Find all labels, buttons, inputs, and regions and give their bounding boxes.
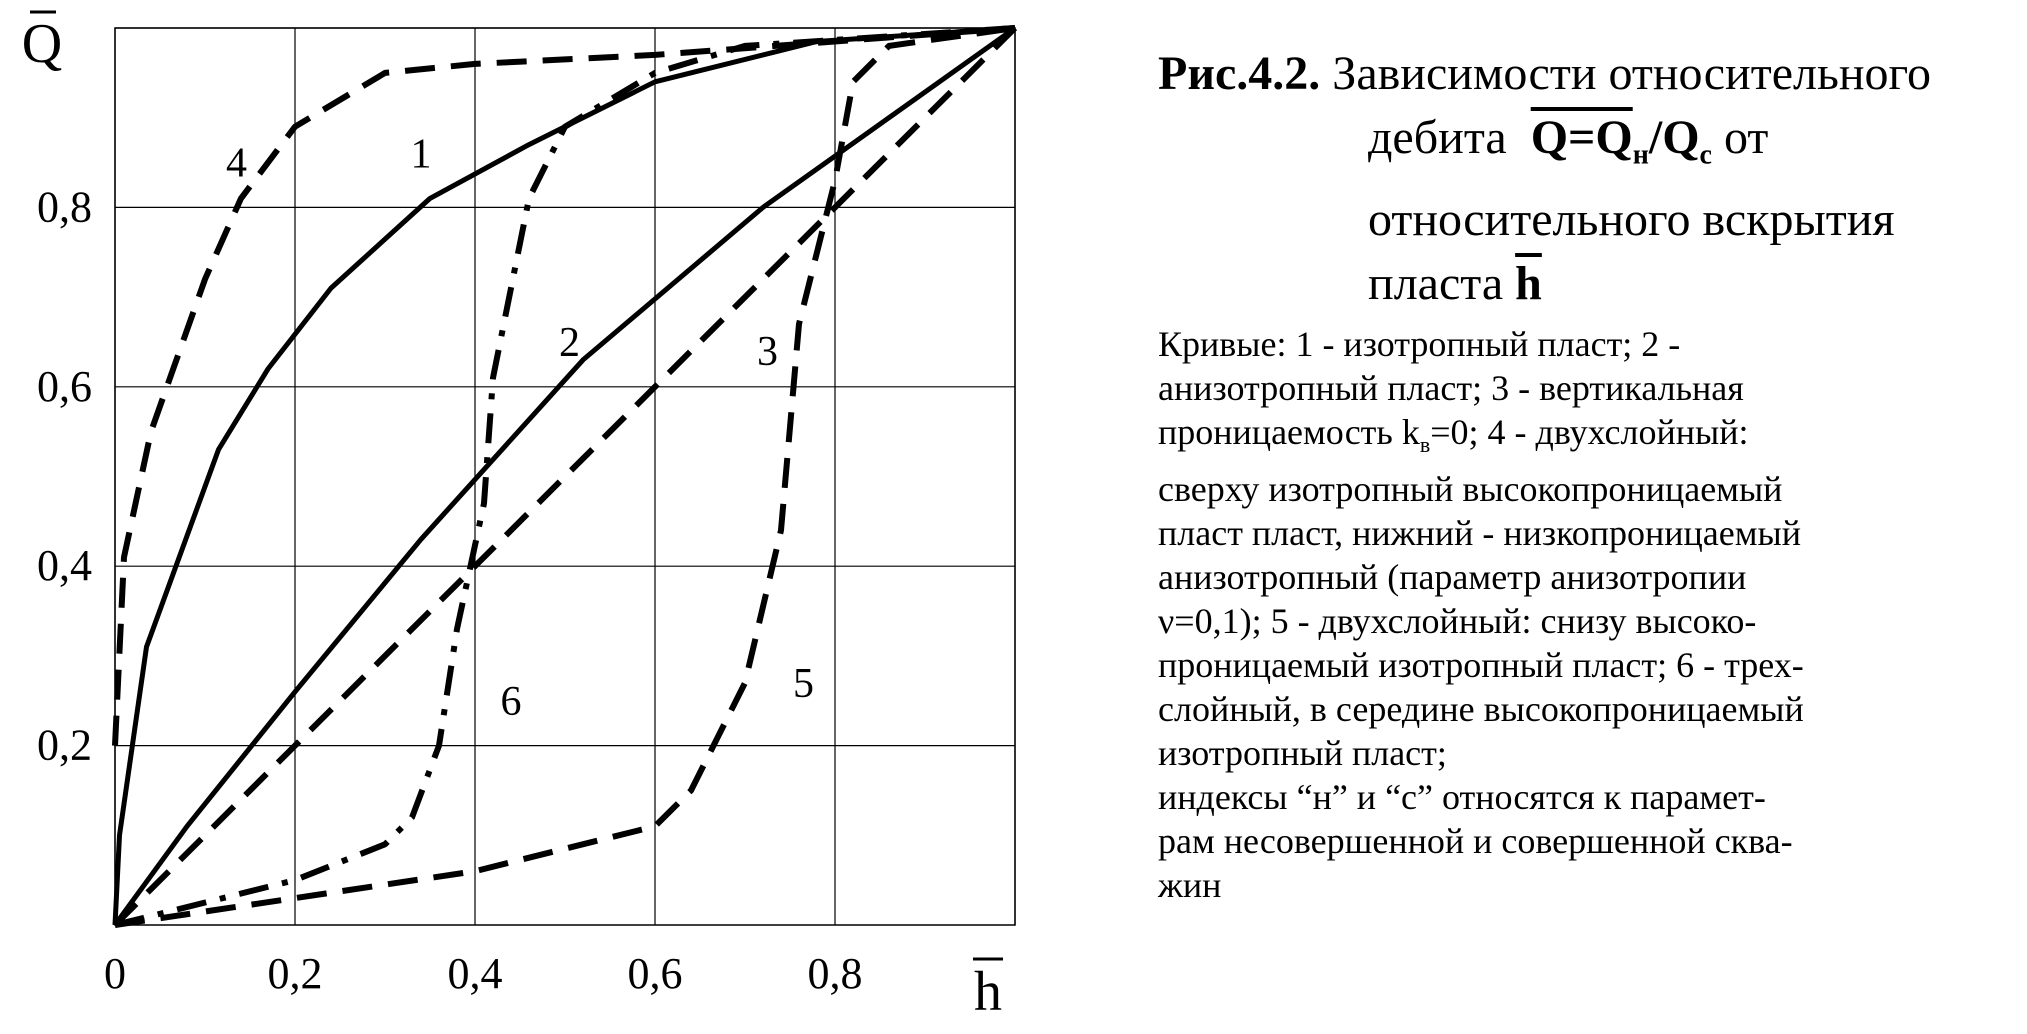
y-tick-label-0: 0,2 xyxy=(37,721,92,770)
y-tick-label-1: 0,4 xyxy=(37,541,92,590)
curve-1 xyxy=(112,25,1016,926)
caption-body-line-12: рам несовершенной и совершенной сква- xyxy=(1158,820,1793,861)
caption-body-line-1: Кривые: 1 - изотропный пласт; 2 - xyxy=(1158,323,1681,364)
curve-6 xyxy=(114,25,1016,928)
caption-body-line-10: изотропный пласт; xyxy=(1158,732,1447,773)
caption-body-line-8: проницаемый изотропный пласт; 6 - трех- xyxy=(1158,644,1804,685)
caption-title-text-2a: дебита xyxy=(1368,111,1507,164)
tick-labels: 0 0,2 0,4 0,6 0,8 0,2 0,4 0,6 0,8 xyxy=(37,182,863,998)
x-tick-label-1: 0,2 xyxy=(268,949,323,998)
x-tick-label-4: 0,8 xyxy=(808,949,863,998)
curve-label-2: 2 xyxy=(559,320,580,366)
caption-body-line-9: слойный, в середине высокопроницаемый xyxy=(1158,688,1804,729)
caption-body-line-3: проницаемость kв=0; 4 - двухслойный: xyxy=(1158,411,1749,457)
caption-title-line-4: пласта h xyxy=(1158,252,2018,316)
axis-titles: Q h xyxy=(22,10,1003,1023)
caption-body-line-11: индексы “н” и “с” относятся к парамет- xyxy=(1158,776,1766,817)
curve-label-5: 5 xyxy=(793,661,814,707)
y-tick-label-3: 0,8 xyxy=(37,182,92,231)
x-tick-label-2: 0,4 xyxy=(448,949,503,998)
grid xyxy=(114,27,1016,926)
caption-title-line-2: дебита Q=Qн/Qс от xyxy=(1158,106,2018,188)
curve-5 xyxy=(114,25,1016,928)
curve-label-4: 4 xyxy=(226,141,247,187)
curve-4 xyxy=(112,25,1016,746)
y-axis-title: Q xyxy=(22,13,62,75)
x-axis-title: h xyxy=(974,961,1002,1023)
caption-body-line-5: пласт пласт, нижний - низкопроницаемый xyxy=(1158,512,1801,553)
figure-caption: Рис.4.2. Зависимости относительного деби… xyxy=(1158,42,2018,907)
caption-title-line-3: относительного вскрытия xyxy=(1368,192,1895,246)
x-tick-label-3: 0,6 xyxy=(628,949,683,998)
caption-title-line-1: Рис.4.2. Зависимости относительного xyxy=(1158,42,2018,106)
chart: 0 0,2 0,4 0,6 0,8 0,2 0,4 0,6 0,8 1 2 3 4 5 6 Q h xyxy=(22,10,1018,1023)
caption-title-text-2b: от xyxy=(1723,111,1769,164)
y-tick-label-2: 0,6 xyxy=(37,362,92,411)
curve-label-6: 6 xyxy=(501,679,522,725)
caption-title-text-1: Зависимости относительного xyxy=(1332,47,1932,100)
caption-title-h: h xyxy=(1515,256,1542,310)
caption-title-text-4: пласта xyxy=(1368,256,1504,310)
curve-label-1: 1 xyxy=(411,132,432,178)
x-tick-label-0: 0 xyxy=(104,949,126,998)
figure-number: Рис.4.2. xyxy=(1158,47,1321,100)
curve-3 xyxy=(112,25,1018,928)
caption-body-line-2: анизотропный пласт; 3 - вертикальная xyxy=(1158,367,1744,408)
caption-body-line-7: ν=0,1); 5 - двухслойный: снизу высоко- xyxy=(1158,600,1757,641)
caption-body-line-6: анизотропный (параметр анизотропии xyxy=(1158,556,1747,597)
curve-2 xyxy=(112,25,1017,927)
caption-body-line-13: жин xyxy=(1158,864,1222,905)
curves xyxy=(112,25,1018,928)
curve-label-3: 3 xyxy=(757,329,778,375)
caption-body-line-4: сверху изотропный высокопроницаемый xyxy=(1158,468,1783,509)
curve-labels: 1 2 3 4 5 6 xyxy=(226,132,814,725)
caption-formula: Q=Qн/Qс xyxy=(1530,111,1712,171)
